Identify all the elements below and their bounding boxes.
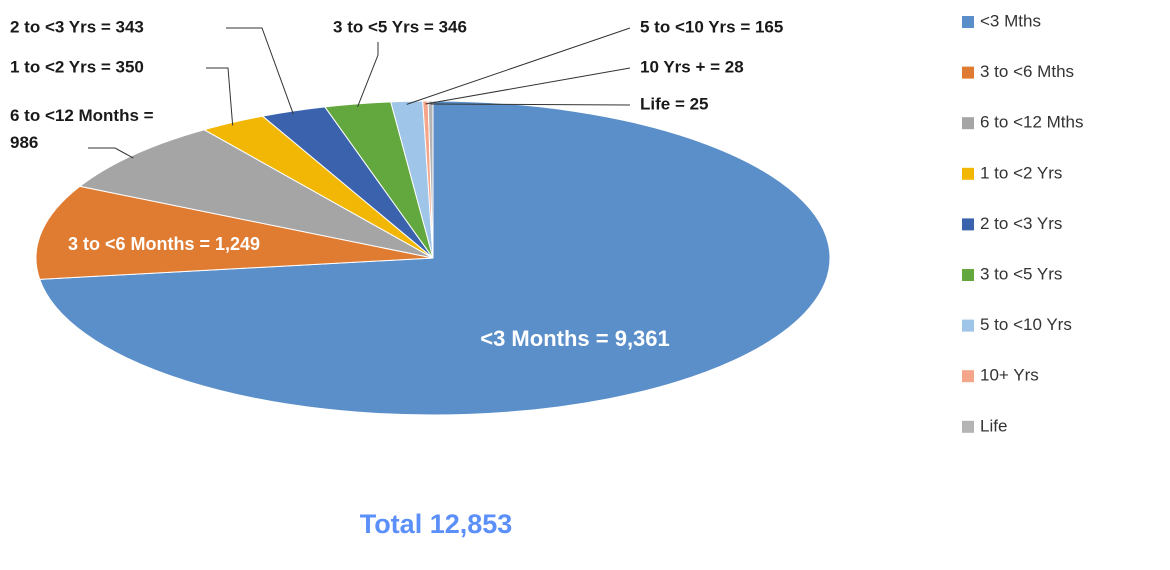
legend-swatch [962, 218, 974, 231]
pie-slice [78, 129, 434, 259]
data-label: <3 Months = 9,361 [480, 326, 670, 351]
legend-swatch [962, 66, 974, 79]
legend-label: 1 to <2 Yrs [980, 163, 1062, 182]
legend-label: Life [980, 416, 1007, 435]
legend-label: 6 to <12 Mths [980, 113, 1083, 132]
legend-label: 3 to <5 Yrs [980, 264, 1062, 283]
pie-slice [38, 100, 831, 416]
legend-swatch [962, 16, 974, 28]
pie-slice [35, 185, 434, 280]
leader-line [206, 67, 234, 126]
data-label: 6 to <12 Months = 986 [10, 106, 154, 152]
legend-swatch [962, 117, 974, 130]
legend-label: 2 to <3 Yrs [980, 214, 1062, 233]
legend-swatch [962, 167, 974, 180]
legend-swatch [962, 420, 974, 433]
leader-line [88, 147, 134, 159]
pie-slice [427, 100, 434, 259]
legend-swatch [962, 370, 974, 383]
legend-label: 5 to <10 Yrs [980, 315, 1072, 334]
data-label: 1 to <2 Yrs = 350 [10, 57, 144, 76]
total-label: Total 12,853 [360, 509, 513, 539]
data-label: 2 to <3 Yrs = 343 [10, 17, 144, 36]
leader-line [226, 27, 294, 115]
legend-label: <3 Mths [980, 11, 1041, 30]
legend-label: 10+ Yrs [980, 366, 1039, 385]
legend-swatch [962, 319, 974, 332]
leader-line [425, 67, 631, 105]
data-label: 10 Yrs + = 28 [640, 57, 744, 76]
leader-line [406, 27, 631, 105]
data-label: Life = 25 [640, 94, 709, 113]
data-label: 5 to <10 Yrs = 165 [640, 17, 783, 36]
data-label: 3 to <5 Yrs = 346 [333, 17, 467, 36]
legend-label: 3 to <6 Mths [980, 62, 1074, 81]
leader-line [430, 103, 631, 106]
leader-line [357, 42, 379, 108]
data-label: 3 to <6 Months = 1,249 [68, 234, 260, 254]
legend-swatch [962, 269, 974, 281]
